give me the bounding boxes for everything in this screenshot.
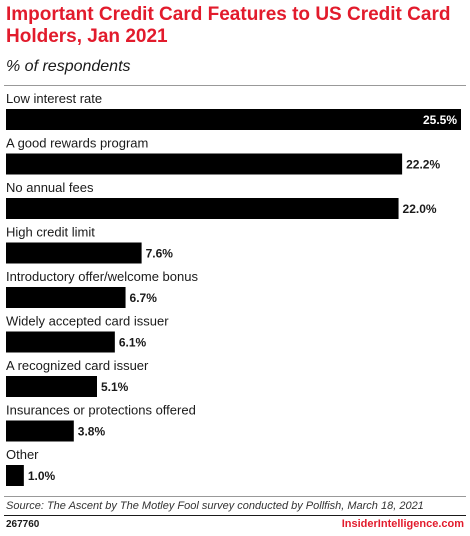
source-note: Source: The Ascent by The Motley Fool su… [6,500,424,512]
category-label: A recognized card issuer [6,358,149,373]
bar [6,465,24,486]
value-label: 3.8% [78,425,106,439]
bar [6,198,399,219]
bar [6,287,126,308]
bar [6,109,461,130]
category-label: No annual fees [6,180,94,195]
bottom-divider [4,496,466,497]
bar [6,420,74,442]
bar [6,376,97,397]
category-label: Other [6,447,39,462]
footer-divider [4,515,466,516]
bar [6,331,115,353]
value-label: 1.0% [28,469,56,483]
chart-title: Important Credit Card Features to US Cre… [6,4,451,47]
category-label: A good rewards program [6,136,148,151]
category-label: Low interest rate [6,91,102,106]
category-label: Insurances or protections offered [6,403,196,418]
chart-id: 267760 [6,519,40,530]
value-label: 25.5% [423,113,457,127]
category-label: Widely accepted card issuer [6,314,169,329]
bar [6,242,142,264]
bar-chart: Low interest rate 25.5% A good rewards pro… [6,91,461,486]
value-label: 6.7% [130,291,158,305]
value-label: 6.1% [119,336,147,350]
brand-logo: InsiderIntelligence.com [341,518,464,530]
value-label: 22.2% [406,158,440,172]
category-label: High credit limit [6,225,95,240]
bar [6,153,403,175]
category-label: Introductory offer/welcome bonus [6,269,198,284]
value-label: 7.6% [146,247,174,261]
value-label: 5.1% [101,380,129,394]
chart-subtitle: % of respondents [6,58,131,75]
top-divider [4,85,466,86]
value-label: 22.0% [403,202,437,216]
